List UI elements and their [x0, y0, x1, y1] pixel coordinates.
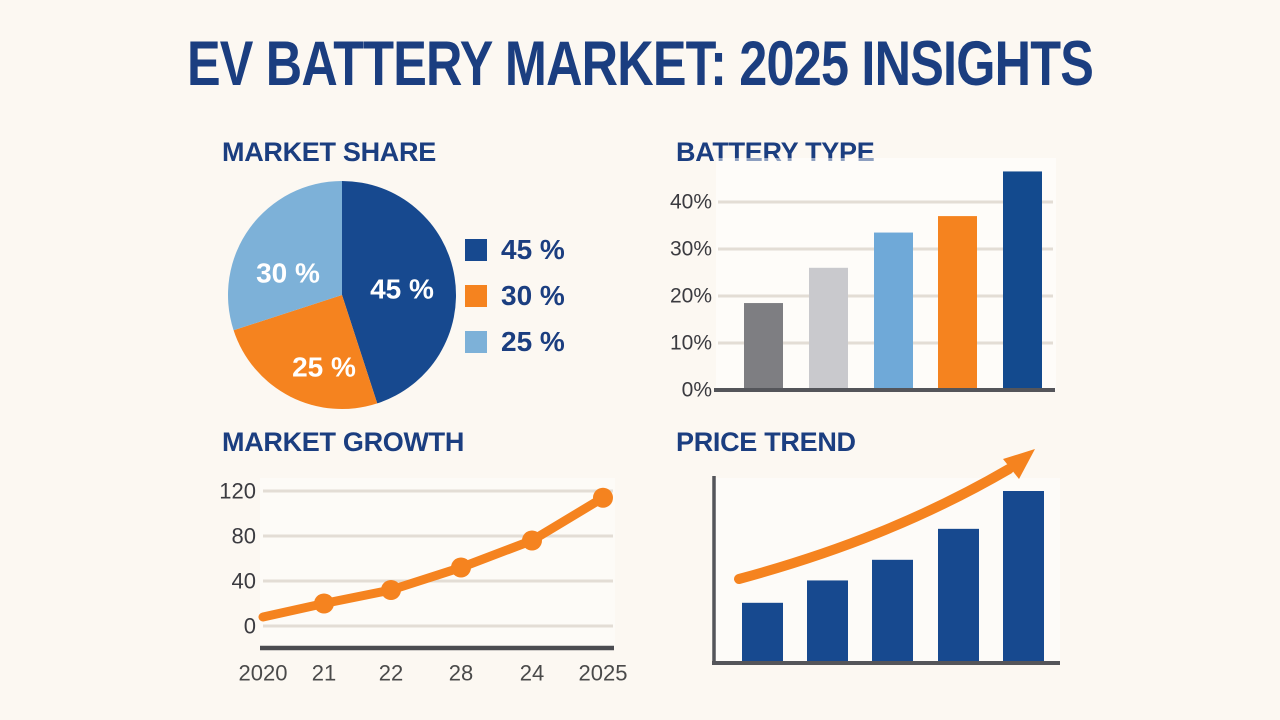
- x-tick-label: 2025: [579, 661, 628, 686]
- legend-label: 30 %: [501, 279, 565, 311]
- legend-label: 45 %: [501, 233, 565, 265]
- legend-swatch: [465, 330, 487, 353]
- y-tick-label: 120: [219, 479, 256, 504]
- data-point: [593, 487, 613, 508]
- legend-item: 45 %: [465, 234, 565, 265]
- market-share-title: MARKET SHARE: [222, 137, 436, 167]
- plot-area: [260, 478, 615, 648]
- y-tick-label: 0%: [682, 379, 712, 402]
- growth-line: [258, 493, 608, 622]
- pie-slice: [227, 181, 342, 331]
- legend-swatch: [465, 284, 487, 307]
- legend-item: 25 %: [465, 326, 565, 357]
- legend-item: 30 %: [465, 280, 565, 311]
- market-share-chart: MARKET SHARE 45 % 25 % 30 % 45 % 30 % 25 %: [180, 130, 640, 430]
- pie-slice: [233, 295, 378, 409]
- data-point: [314, 593, 334, 614]
- x-tick-label: 2020: [239, 661, 288, 686]
- bar: [807, 580, 848, 663]
- market-share-legend: 45 % 30 % 25 %: [465, 234, 565, 372]
- price-trend-chart: PRICE TREND: [660, 420, 1080, 710]
- price-trend-bars: [712, 449, 1060, 665]
- x-tick-label: 22: [379, 661, 403, 686]
- battery-type-chart: BATTERY TYPE 40% 30% 20% 10% 0%: [660, 130, 1080, 420]
- y-tick-label: 20%: [670, 285, 712, 308]
- pie-slice-label: 45 %: [370, 274, 434, 305]
- pie-slice-label: 30 %: [256, 258, 320, 289]
- data-point: [522, 530, 542, 551]
- y-tick-label: 80: [232, 524, 256, 549]
- x-tick-label: 24: [520, 661, 544, 686]
- bar: [874, 232, 913, 390]
- market-share-pie: 45 % 25 % 30 %: [227, 181, 457, 409]
- bar: [809, 267, 848, 390]
- y-tick-label: 0: [244, 614, 256, 639]
- bar: [742, 602, 783, 663]
- data-point: [451, 557, 471, 578]
- pie-slice-label: 25 %: [292, 352, 356, 383]
- trend-arrow-shaft: [734, 464, 1014, 584]
- y-tick-label: 40%: [670, 191, 712, 214]
- battery-type-bars: 40% 30% 20% 10% 0%: [670, 158, 1056, 402]
- legend-swatch: [465, 238, 487, 261]
- bar: [1003, 171, 1042, 390]
- x-tick-label: 28: [449, 661, 473, 686]
- bar: [872, 559, 913, 663]
- trend-arrow-head-icon: [1003, 449, 1035, 479]
- market-growth-chart: MARKET GROWTH 120 80 40 0 2020 21 22 28 24 2025: [180, 420, 660, 710]
- market-growth-line: 120 80 40 0 2020 21 22 28 24 2025: [219, 478, 628, 686]
- bar: [744, 303, 783, 390]
- y-tick-label: 40: [232, 569, 256, 594]
- bar: [938, 528, 979, 663]
- legend-label: 25 %: [501, 325, 565, 357]
- pie-slice: [342, 181, 457, 404]
- data-point: [381, 580, 401, 600]
- x-tick-label: 21: [312, 661, 336, 686]
- bar: [938, 216, 977, 390]
- market-growth-title: MARKET GROWTH: [222, 427, 465, 457]
- page-title: EV BATTERY MARKET: 2025 INSIGHTS: [186, 29, 1094, 99]
- bar: [1003, 491, 1044, 663]
- y-tick-label: 30%: [670, 238, 712, 261]
- y-tick-label: 10%: [670, 332, 712, 355]
- price-trend-title: PRICE TREND: [676, 427, 856, 457]
